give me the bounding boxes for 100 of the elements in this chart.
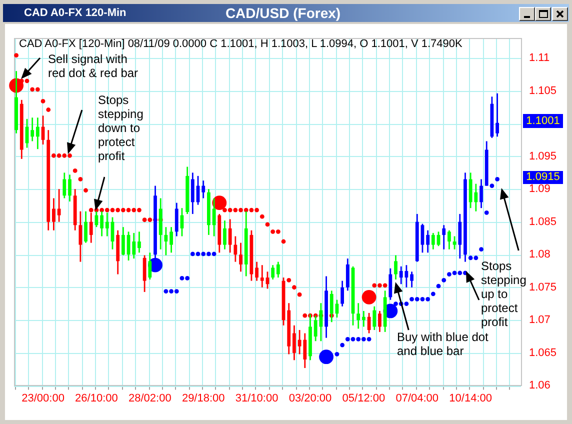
point (382, 283, 388, 288)
text: 1.0915 (523, 171, 563, 184)
point (52, 153, 56, 158)
candlestick (410, 270, 414, 288)
point (410, 296, 414, 302)
point (30, 87, 35, 92)
chart-subtitle: CAD A0-FX 120-Min (24, 7, 126, 20)
point (46, 108, 51, 112)
y-tick-label: 1.08 (529, 248, 550, 261)
point (142, 218, 147, 222)
point (414, 296, 420, 302)
point (468, 256, 473, 260)
point (340, 342, 345, 348)
point (447, 272, 452, 276)
candlestick (452, 236, 456, 250)
candlestick (36, 116, 40, 150)
point (196, 252, 200, 256)
y-tick-label: 1.075 (529, 281, 557, 294)
point (40, 99, 46, 104)
x-tick-label: 28/02:00 (128, 392, 172, 404)
point (495, 177, 500, 182)
point (356, 336, 361, 342)
x-tick-label: 31/10:00 (235, 392, 278, 404)
annotation: CAD A0-FX [120-Min] 08/11/09 0.0000 C 1.1001, H 1.1003, L 1.0994, O 1.1001, V 1.7490K (19, 38, 462, 51)
candlestick (57, 188, 61, 223)
point (265, 222, 270, 227)
x-tick-label: 07/04:00 (396, 392, 439, 404)
point (484, 210, 489, 215)
point (378, 283, 382, 288)
point (120, 208, 126, 212)
point (14, 53, 18, 58)
candlestick (228, 218, 232, 254)
point (474, 256, 478, 260)
y-tick-label: 1.065 (529, 346, 557, 359)
point (334, 352, 340, 356)
candlestick (394, 254, 398, 280)
candlestick (148, 252, 152, 280)
candlestick (142, 254, 146, 293)
point (132, 208, 136, 212)
point (88, 208, 94, 212)
point (302, 313, 308, 318)
point (62, 153, 67, 158)
point (56, 153, 62, 158)
point (24, 78, 30, 84)
point (366, 336, 372, 342)
point (361, 336, 366, 342)
x-tick-label: 29/18:00 (182, 392, 225, 404)
point (394, 302, 398, 306)
candlestick (480, 178, 483, 209)
point (426, 296, 430, 302)
candlestick (255, 261, 258, 282)
annotation: Stops stepping down to protect profit (98, 93, 144, 163)
point (281, 239, 286, 244)
point (201, 252, 206, 256)
point (72, 168, 78, 173)
candlestick (138, 230, 141, 254)
candlestick (356, 302, 360, 330)
point (276, 229, 280, 234)
point (110, 208, 115, 212)
y-tick-label: 1.095 (529, 150, 557, 162)
x-tick-label: 03/20:00 (288, 392, 332, 404)
candlestick (164, 226, 168, 256)
y-tick-label: 1.105 (529, 84, 557, 97)
x-tick-label: 10/14:00 (449, 392, 492, 404)
candlestick (62, 172, 66, 199)
candlestick (372, 306, 376, 331)
point (270, 229, 276, 234)
candlestick (132, 232, 136, 260)
point (174, 289, 179, 294)
point (185, 276, 190, 280)
candlestick (292, 324, 296, 361)
point (164, 289, 168, 294)
point (297, 292, 302, 297)
candlestick (260, 264, 264, 288)
point (104, 208, 110, 212)
point (420, 296, 425, 302)
y-tick-label: 1.085 (529, 216, 557, 228)
y-tick-label: 1.06 (529, 380, 550, 392)
candlestick (30, 116, 34, 142)
x-tick-label: 26/10:00 (75, 392, 118, 404)
point (212, 252, 216, 256)
point (222, 208, 227, 212)
candlestick (271, 264, 275, 280)
point (233, 208, 238, 212)
point (100, 208, 104, 212)
candlestick (202, 180, 206, 199)
point (126, 208, 131, 212)
candlestick (496, 92, 499, 138)
candlestick (442, 224, 446, 250)
candlestick (190, 172, 194, 215)
point (137, 208, 142, 212)
y-tick-label: 1.09 (529, 183, 550, 196)
point (436, 284, 441, 288)
point (249, 208, 254, 212)
candlestick (426, 230, 430, 254)
annotation: Stops stepping up to protect profit (481, 259, 526, 329)
point (260, 214, 264, 219)
point (286, 278, 292, 282)
candlestick (170, 226, 173, 254)
point (458, 270, 462, 276)
